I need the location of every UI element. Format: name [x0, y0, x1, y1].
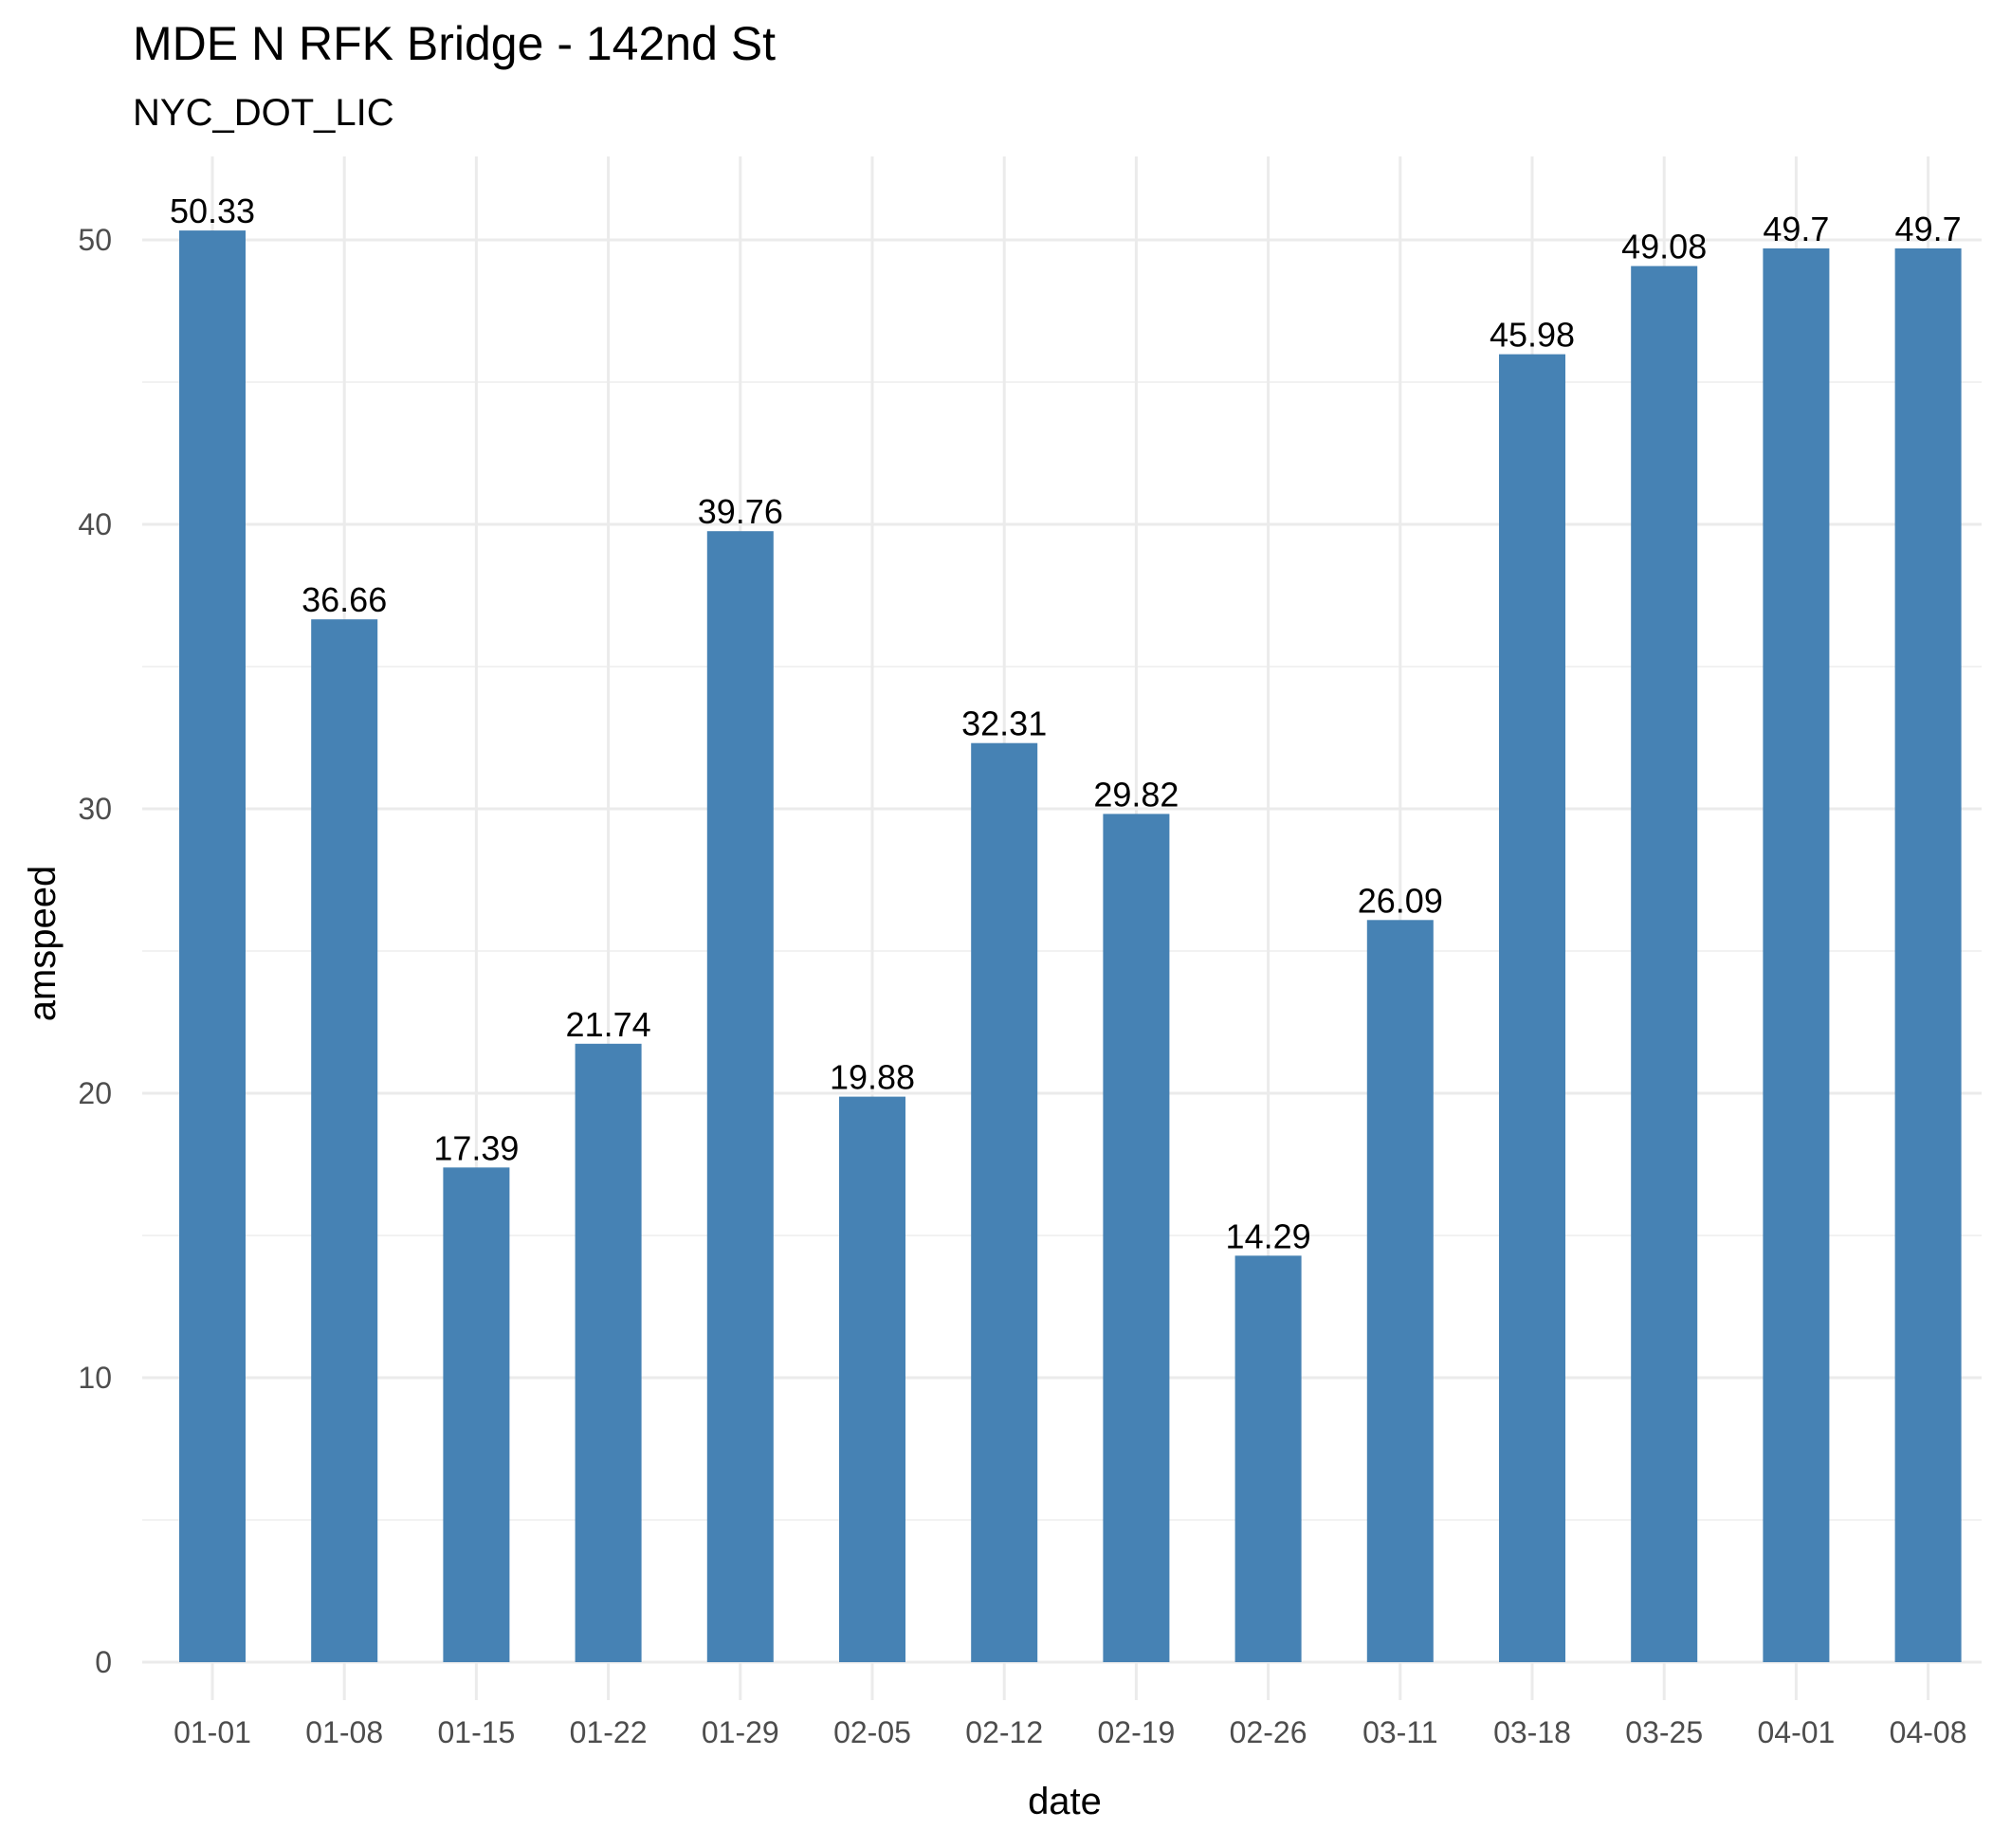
bar	[1894, 248, 1962, 1662]
bar-value-label: 17.39	[433, 1128, 519, 1167]
bar	[706, 531, 774, 1663]
x-tick-label: 01-15	[437, 1715, 515, 1749]
bar-value-label: 49.08	[1621, 228, 1707, 266]
chart-subtitle: NYC_DOT_LIC	[133, 92, 394, 134]
bar-value-label: 29.82	[1093, 775, 1179, 814]
y-tick-label: 10	[78, 1361, 112, 1395]
bar-value-label: 21.74	[566, 1005, 651, 1044]
x-tick-label: 03-11	[1362, 1715, 1437, 1749]
bar	[1763, 248, 1830, 1662]
x-tick-label: 02-12	[965, 1715, 1043, 1749]
bar-value-label: 19.88	[830, 1058, 915, 1097]
bar-value-label: 26.09	[1358, 881, 1443, 920]
x-tick-label: 01-01	[174, 1715, 251, 1749]
bar-value-label: 36.66	[302, 580, 387, 619]
x-tick-label: 04-08	[1890, 1715, 1967, 1749]
x-tick-label: 04-01	[1757, 1715, 1835, 1749]
x-tick-label: 01-22	[570, 1715, 648, 1749]
y-tick-label: 20	[78, 1076, 112, 1110]
y-tick-label: 50	[78, 223, 112, 257]
bar	[1234, 1255, 1302, 1662]
bar-value-label: 32.31	[961, 704, 1047, 743]
x-tick-label: 02-05	[833, 1715, 911, 1749]
bar	[1366, 920, 1434, 1662]
y-tick-label: 0	[95, 1645, 112, 1679]
chart-title: MDE N RFK Bridge - 142nd St	[133, 17, 776, 70]
bar	[179, 230, 246, 1663]
x-tick-label: 02-19	[1097, 1715, 1175, 1749]
x-axis-title: date	[1028, 1781, 1102, 1822]
x-tick-label: 02-26	[1230, 1715, 1307, 1749]
bar	[1499, 354, 1565, 1663]
bar-value-label: 49.7	[1763, 210, 1829, 248]
x-tick-label: 01-08	[305, 1715, 383, 1749]
gridlines	[142, 156, 1982, 1700]
x-tick-label: 03-25	[1625, 1715, 1703, 1749]
bar-value-label: 14.29	[1226, 1217, 1311, 1255]
bar-value-label: 50.33	[170, 192, 255, 230]
bar-value-label: 49.7	[1895, 210, 1962, 248]
y-tick-label: 30	[78, 792, 112, 826]
x-axis-ticks: 01-01 01-08 01-15 01-22 01-29 02-05 02-12 02-19…	[174, 1715, 1966, 1749]
x-tick-label: 03-18	[1493, 1715, 1571, 1749]
bar	[311, 619, 378, 1663]
bar-value-label: 39.76	[698, 492, 783, 531]
bar	[575, 1043, 642, 1662]
y-axis-title: amspeed	[22, 866, 64, 1022]
bar	[971, 742, 1038, 1662]
bar	[443, 1167, 510, 1662]
data-labels: 50.33 36.66 17.39 21.74 39.76 19.88 32.31 29.82…	[170, 192, 1962, 1255]
y-axis-ticks: 0 10 20 30 40 50	[78, 223, 112, 1679]
bars	[179, 230, 1962, 1663]
bar	[839, 1096, 905, 1662]
y-tick-label: 40	[78, 507, 112, 541]
bar	[1103, 814, 1170, 1662]
bar	[1631, 265, 1698, 1663]
x-tick-label: 01-29	[702, 1715, 779, 1749]
bar-value-label: 45.98	[1490, 316, 1575, 355]
